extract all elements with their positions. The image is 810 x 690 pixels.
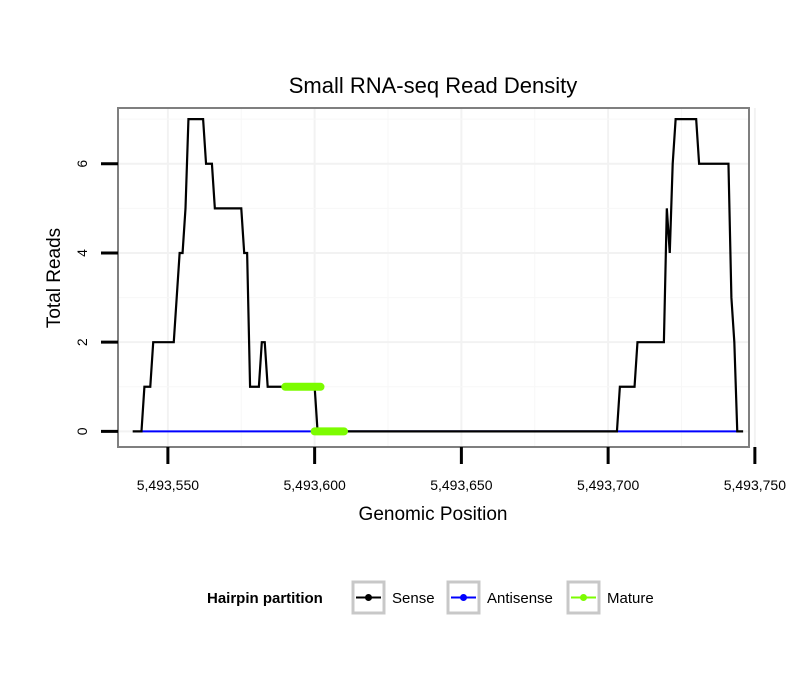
x-tick-label-1: 5,493,600 [283,477,345,493]
series-layer [132,118,744,436]
x-axis: 5,493,550 5,493,600 5,493,650 5,493,700 5,49… [137,447,786,493]
x-tick-label-0: 5,493,550 [137,477,199,493]
y-tick-label-1: 2 [74,338,90,346]
legend: Hairpin partition Sense Antisense Mature [207,580,654,615]
series-sense-line [132,118,744,433]
x-tick-label-2: 5,493,650 [430,477,492,493]
legend-dot-mature [580,594,587,601]
legend-item-mature: Mature [566,580,654,615]
legend-dot-sense [365,594,372,601]
legend-label-mature: Mature [607,590,654,607]
legend-item-antisense: Antisense [446,580,553,615]
x-tick-label-4: 5,493,750 [724,477,786,493]
y-axis-title: Total Reads [44,228,65,328]
legend-label-sense: Sense [392,590,435,607]
legend-title: Hairpin partition [207,590,323,607]
y-tick-label-2: 4 [74,249,90,257]
plot-background [118,108,749,447]
legend-label-antisense: Antisense [487,590,553,607]
legend-item-sense: Sense [351,580,435,615]
y-tick-label-0: 0 [74,427,90,435]
y-tick-label-3: 6 [74,160,90,168]
x-axis-title: Genomic Position [359,504,508,525]
plot-border [117,107,750,448]
chart-title: Small RNA-seq Read Density [289,73,578,98]
legend-dot-antisense [460,594,467,601]
y-axis: 0 2 4 6 [74,160,118,435]
x-tick-label-3: 5,493,700 [577,477,639,493]
